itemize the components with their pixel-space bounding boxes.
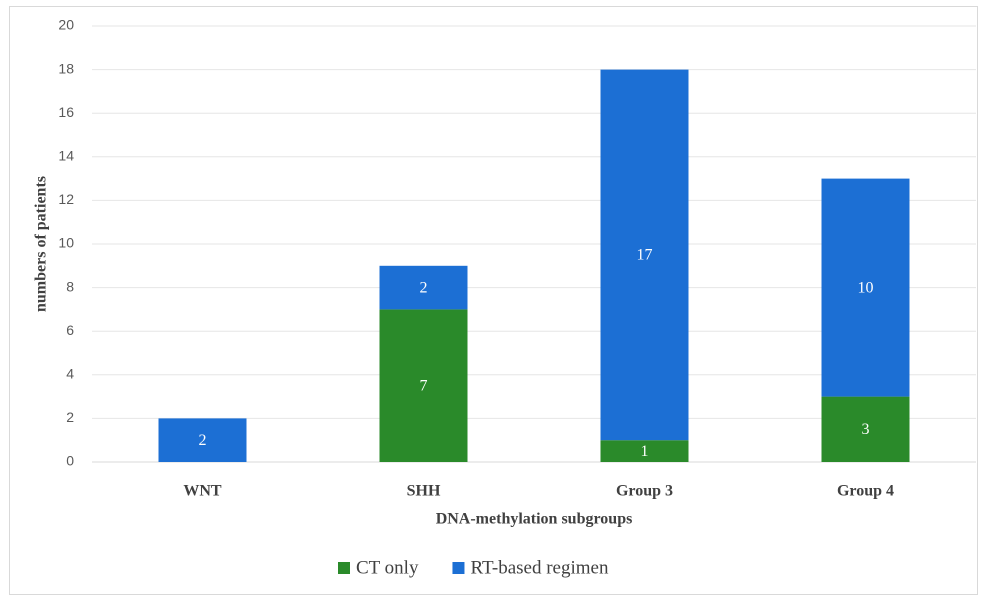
data-label: 7: [420, 377, 428, 394]
bar-segment: [158, 418, 247, 462]
bar-segment: [600, 69, 689, 441]
legend-label: RT-based regimen: [470, 557, 608, 578]
y-tick-label: 0: [66, 453, 74, 469]
x-tick-label: SHH: [407, 483, 441, 500]
bar-segment: [379, 265, 468, 310]
bar-segment: [821, 178, 910, 397]
data-label: 2: [420, 279, 428, 296]
legend-label: CT only: [356, 557, 419, 578]
y-tick-label: 6: [66, 322, 74, 338]
chart-border: [9, 6, 978, 595]
x-axis-title: DNA-methylation subgroups: [436, 511, 633, 528]
y-tick-label: 4: [66, 366, 74, 382]
y-tick-label: 8: [66, 278, 74, 294]
data-label: 17: [637, 247, 653, 264]
x-tick-label: Group 3: [616, 483, 673, 500]
y-tick-label: 10: [58, 235, 74, 251]
y-tick-label: 2: [66, 409, 74, 425]
data-label: 1: [641, 443, 649, 460]
y-axis-title: numbers of patients: [33, 176, 50, 312]
x-tick-label: WNT: [183, 483, 222, 500]
legend-swatch: [338, 562, 350, 574]
x-tick-label: Group 4: [837, 483, 894, 500]
bar-segment: [379, 309, 468, 462]
legend-swatch: [452, 562, 465, 574]
y-tick-label: 18: [58, 60, 74, 76]
data-label: 3: [862, 421, 870, 438]
y-tick-label: 16: [58, 104, 74, 120]
data-label: 10: [858, 279, 874, 296]
y-tick-label: 20: [58, 17, 74, 33]
y-tick-label: 12: [58, 191, 74, 207]
bar-segment: [600, 440, 689, 462]
bar-segment: [821, 396, 910, 462]
y-tick-label: 14: [58, 148, 74, 164]
data-label: 2: [199, 432, 207, 449]
